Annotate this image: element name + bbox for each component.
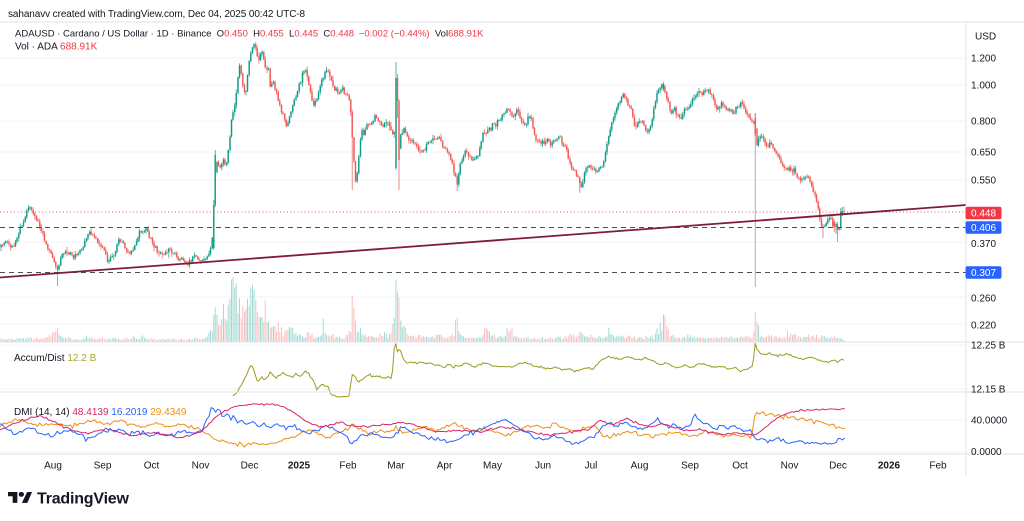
svg-text:Nov: Nov (781, 461, 799, 472)
svg-text:Aug: Aug (631, 461, 649, 472)
svg-text:May: May (483, 461, 502, 472)
svg-text:0.220: 0.220 (971, 321, 996, 332)
svg-text:Sep: Sep (681, 461, 699, 472)
svg-text:Oct: Oct (732, 461, 748, 472)
svg-text:0.800: 0.800 (971, 117, 996, 128)
svg-text:Aug: Aug (44, 461, 62, 472)
svg-text:Apr: Apr (437, 461, 453, 472)
svg-text:Jun: Jun (535, 461, 551, 472)
svg-text:1.000: 1.000 (971, 81, 996, 92)
svg-text:Feb: Feb (339, 461, 357, 472)
svg-text:0.650: 0.650 (971, 148, 996, 159)
svg-text:Nov: Nov (192, 461, 210, 472)
svg-text:0.550: 0.550 (971, 176, 996, 187)
svg-text:Feb: Feb (929, 461, 947, 472)
svg-text:1.200: 1.200 (971, 54, 996, 65)
svg-text:0.307: 0.307 (971, 268, 996, 279)
svg-text:Oct: Oct (144, 461, 160, 472)
svg-text:0.448: 0.448 (971, 209, 996, 220)
svg-text:2026: 2026 (878, 461, 901, 472)
svg-text:40.0000: 40.0000 (971, 416, 1008, 427)
svg-text:0.260: 0.260 (971, 294, 996, 305)
svg-text:0.0000: 0.0000 (971, 447, 1002, 458)
svg-text:0.370: 0.370 (971, 239, 996, 250)
svg-text:Accum/Dist 12.2 B: Accum/Dist 12.2 B (14, 353, 97, 364)
svg-text:sahanavv created with TradingV: sahanavv created with TradingView.com, D… (8, 9, 306, 20)
svg-text:Dec: Dec (829, 461, 847, 472)
svg-text:12.25 B: 12.25 B (971, 341, 1006, 352)
svg-text:2025: 2025 (288, 461, 311, 472)
svg-text:0.406: 0.406 (971, 223, 996, 234)
svg-text:Mar: Mar (387, 461, 405, 472)
svg-text:USD: USD (975, 32, 996, 43)
svg-text:Sep: Sep (94, 461, 112, 472)
svg-text:ADAUSD · Cardano / US Dollar ·: ADAUSD · Cardano / US Dollar · 1D · Bina… (15, 29, 484, 40)
svg-text:12.15 B: 12.15 B (971, 385, 1006, 396)
svg-text:Jul: Jul (585, 461, 598, 472)
svg-text:Dec: Dec (241, 461, 259, 472)
svg-text:DMI (14, 14) 48.4139 16.2019 2: DMI (14, 14) 48.4139 16.2019 29.4349 (14, 407, 187, 418)
svg-text:Vol · ADA 688.91K: Vol · ADA 688.91K (15, 42, 98, 53)
svg-text:TradingView: TradingView (37, 491, 130, 508)
